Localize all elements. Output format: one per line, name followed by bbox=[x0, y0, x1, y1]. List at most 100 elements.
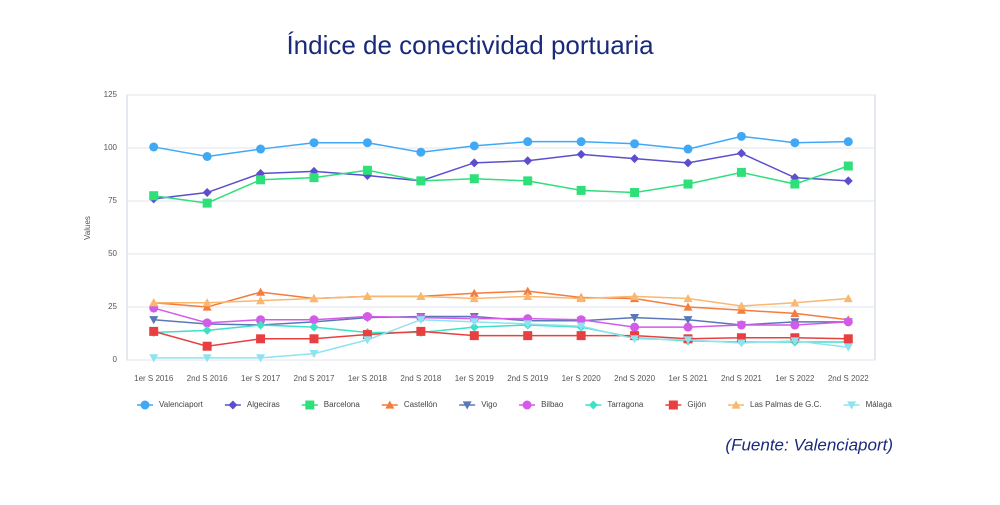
data-point bbox=[149, 326, 159, 336]
series-line bbox=[153, 135, 849, 158]
data-point bbox=[843, 343, 853, 352]
data-point bbox=[362, 291, 372, 300]
series-line bbox=[153, 152, 849, 200]
data-point bbox=[576, 149, 586, 159]
data-point bbox=[683, 336, 693, 345]
data-point bbox=[149, 142, 159, 152]
data-point bbox=[630, 188, 640, 198]
series-line bbox=[153, 330, 849, 347]
data-point bbox=[790, 308, 800, 317]
data-point bbox=[576, 137, 586, 147]
data-point bbox=[362, 138, 372, 148]
data-point bbox=[683, 144, 693, 154]
data-point bbox=[309, 173, 319, 183]
x-tick-label: 1er S 2018 bbox=[348, 374, 388, 383]
legend-label: Vigo bbox=[481, 400, 497, 409]
data-point bbox=[523, 286, 533, 295]
data-point bbox=[469, 158, 479, 168]
data-point bbox=[256, 296, 266, 305]
data-point bbox=[416, 176, 426, 186]
x-tick-label: 1er S 2019 bbox=[455, 374, 495, 383]
y-tick-label: 125 bbox=[104, 90, 118, 99]
legend-marker bbox=[847, 401, 857, 410]
data-point bbox=[309, 322, 319, 332]
data-point bbox=[683, 294, 693, 303]
legend-marker bbox=[668, 400, 678, 410]
data-point bbox=[683, 322, 693, 332]
legend-marker bbox=[731, 400, 741, 409]
data-point bbox=[202, 325, 212, 335]
data-point bbox=[630, 154, 640, 164]
legend-label: Tarragona bbox=[607, 400, 644, 409]
series-line bbox=[153, 165, 849, 204]
data-point bbox=[523, 156, 533, 166]
data-point bbox=[523, 331, 533, 341]
legend-label: Bilbao bbox=[541, 400, 564, 409]
data-point bbox=[523, 320, 533, 329]
x-tick-label: 2nd S 2017 bbox=[294, 374, 335, 383]
data-point bbox=[843, 294, 853, 303]
data-point bbox=[309, 350, 319, 359]
y-tick-label: 0 bbox=[113, 355, 118, 364]
data-point bbox=[630, 139, 640, 149]
data-point bbox=[683, 158, 693, 168]
legend-label: Gijón bbox=[687, 400, 706, 409]
data-point bbox=[736, 131, 746, 141]
x-tick-label: 2nd S 2016 bbox=[187, 374, 228, 383]
data-point bbox=[736, 305, 746, 314]
data-point bbox=[416, 326, 426, 336]
data-point bbox=[843, 176, 853, 186]
data-point bbox=[469, 288, 479, 297]
data-point bbox=[736, 339, 746, 348]
data-point bbox=[736, 301, 746, 310]
series-line bbox=[153, 290, 849, 321]
data-point bbox=[523, 137, 533, 147]
x-tick-label: 1er S 2016 bbox=[134, 374, 174, 383]
legend-marker bbox=[305, 400, 315, 410]
x-tick-label: 2nd S 2019 bbox=[507, 374, 548, 383]
data-point bbox=[256, 354, 266, 363]
data-point bbox=[736, 320, 746, 330]
data-point bbox=[202, 318, 212, 328]
y-tick-label: 100 bbox=[104, 143, 118, 152]
legend-marker bbox=[385, 400, 395, 409]
data-point bbox=[256, 315, 266, 325]
data-point bbox=[416, 291, 426, 300]
data-point bbox=[683, 302, 693, 311]
data-point bbox=[469, 141, 479, 151]
data-point bbox=[469, 322, 479, 332]
data-point bbox=[256, 320, 266, 330]
y-tick-label: 25 bbox=[108, 302, 117, 311]
data-point bbox=[362, 336, 372, 345]
legend-label: Las Palmas de G.C. bbox=[750, 400, 822, 409]
legend-marker bbox=[588, 400, 598, 410]
data-point bbox=[149, 354, 159, 363]
data-point bbox=[630, 314, 640, 323]
data-point bbox=[523, 176, 533, 186]
data-point bbox=[256, 175, 266, 185]
data-point bbox=[469, 318, 479, 327]
chart-title: Índice de conectividad portuaria bbox=[286, 30, 654, 60]
data-point bbox=[202, 302, 212, 311]
data-point bbox=[843, 334, 853, 344]
series-line bbox=[153, 318, 849, 359]
data-point bbox=[790, 179, 800, 189]
data-point bbox=[256, 144, 266, 154]
data-point bbox=[416, 316, 426, 325]
legend-marker bbox=[140, 400, 150, 410]
data-point bbox=[469, 331, 479, 341]
x-tick-label: 2nd S 2021 bbox=[721, 374, 762, 383]
data-point bbox=[736, 167, 746, 177]
legend-marker bbox=[462, 401, 472, 410]
y-axis-label: Values bbox=[83, 216, 92, 240]
data-point bbox=[309, 315, 319, 325]
data-point bbox=[149, 191, 159, 201]
data-point bbox=[630, 322, 640, 332]
legend-marker bbox=[228, 400, 238, 410]
x-tick-label: 1er S 2021 bbox=[668, 374, 708, 383]
data-point bbox=[202, 354, 212, 363]
legend-marker bbox=[522, 400, 532, 410]
data-point bbox=[202, 198, 212, 208]
data-point bbox=[576, 322, 586, 331]
